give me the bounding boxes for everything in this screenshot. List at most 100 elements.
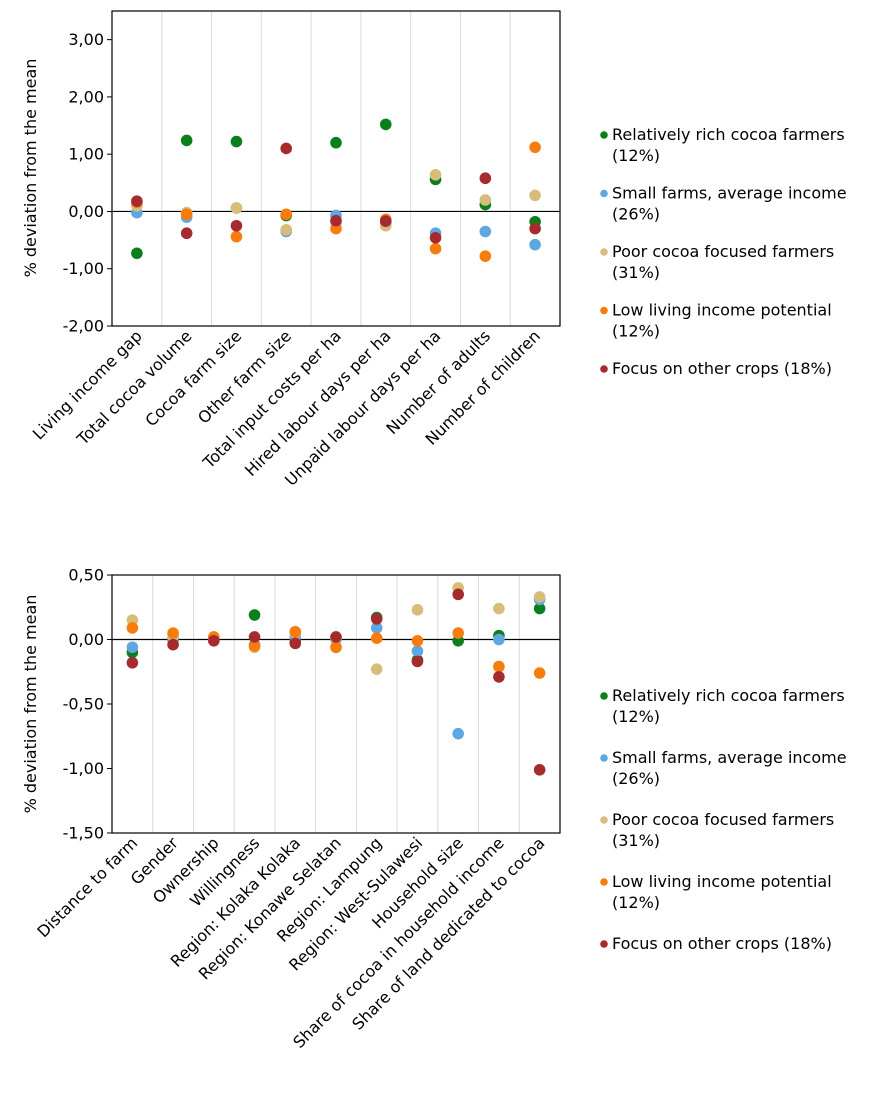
y-tick-label: -1,00 [63,259,104,278]
legend-marker [600,754,608,762]
data-point [330,214,342,227]
data-point [280,142,293,155]
x-tick-label: Distance to farm [33,833,141,941]
y-tick-label: -2,00 [63,317,104,336]
data-point [479,172,492,185]
data-point [167,638,179,651]
legend-label: Focus on other crops (18%) [612,359,832,378]
legend-label: Focus on other crops (18%) [612,934,832,953]
legend-label: Small farms, average income [612,748,847,767]
legend-label-share: (12%) [612,146,660,165]
legend-label-share: (31%) [612,831,660,850]
legend-label: Low living income potential [612,872,832,891]
legend-marker [600,692,608,700]
data-point [411,655,424,668]
data-point [280,208,293,221]
data-point [330,641,342,654]
y-tick-label: 1,00 [68,145,104,164]
data-point [330,136,342,149]
data-point [493,660,505,673]
data-point [289,625,302,638]
y-tick-label: -0,50 [63,695,104,714]
data-point [479,225,492,238]
data-point [411,634,424,647]
data-point [248,640,261,652]
plot-area [111,574,561,834]
data-point [533,591,546,603]
legend-label: Poor cocoa focused farmers [612,242,834,261]
data-point [330,222,342,235]
y-tick-label: 0,00 [68,202,104,221]
y-tick-label: -1,50 [63,824,104,843]
data-point [126,656,139,669]
legend-label: Poor cocoa focused farmers [612,810,834,829]
data-point [529,222,541,235]
data-point [126,641,139,654]
data-point [370,622,383,634]
legend-marker [600,816,608,824]
data-point [529,238,541,251]
data-point [452,727,464,740]
data-point [429,242,442,255]
y-tick-label: -1,00 [63,759,104,778]
legend-marker [600,365,608,373]
y-tick-label: 0,50 [68,566,104,585]
legend-marker [600,306,608,315]
data-point [370,663,383,675]
y-tick-label: 2,00 [68,87,104,106]
data-point [167,627,179,639]
data-point [131,195,143,207]
data-point [379,215,392,227]
legend-label: Small farms, average income [612,184,847,203]
data-point [180,134,193,147]
data-point [230,202,243,214]
data-point [533,602,546,615]
data-point [280,223,293,236]
data-point [370,613,383,625]
data-point [529,189,541,202]
data-point [379,118,392,131]
data-point [248,631,261,643]
data-point [533,667,546,679]
data-point [411,604,424,616]
data-point [411,645,424,657]
legend-marker [600,248,608,256]
y-tick-label: 3,00 [68,30,104,49]
legend-marker [600,940,608,948]
data-point [529,141,541,154]
data-point [533,763,546,776]
data-point [429,169,442,181]
y-axis-label: % deviation from the mean [21,59,40,278]
legend-label-share: (12%) [612,893,660,912]
data-point [330,631,342,643]
data-point [180,208,193,221]
data-point [230,230,243,243]
data-point [131,247,143,260]
data-point [289,637,302,650]
legend-label-share: (12%) [612,322,660,341]
data-point [493,633,505,646]
data-point [452,627,464,639]
data-point [208,634,220,647]
data-point [493,671,505,683]
data-point [230,135,243,148]
legend-label: Relatively rich cocoa farmers [612,686,845,705]
legend-label-share: (31%) [612,263,660,282]
legend-label-share: (12%) [612,707,660,726]
legend-label: Low living income potential [612,301,832,320]
legend-label-share: (26%) [612,769,660,788]
y-tick-label: 0,00 [68,630,104,649]
data-point [479,194,492,206]
y-axis-label: % deviation from the mean [21,595,40,814]
data-point [370,632,383,645]
plot-area [111,10,561,327]
data-point [493,602,505,615]
legend-marker [600,878,608,886]
legend-label: Relatively rich cocoa farmers [612,125,845,144]
data-point [230,219,243,232]
chart-1: -2,00 -1,00 0,00 1,00 2,00 3,00 % deviation fr… [21,10,847,490]
legend-marker [600,131,608,139]
data-point [479,250,492,262]
legend-label-share: (26%) [612,205,660,224]
